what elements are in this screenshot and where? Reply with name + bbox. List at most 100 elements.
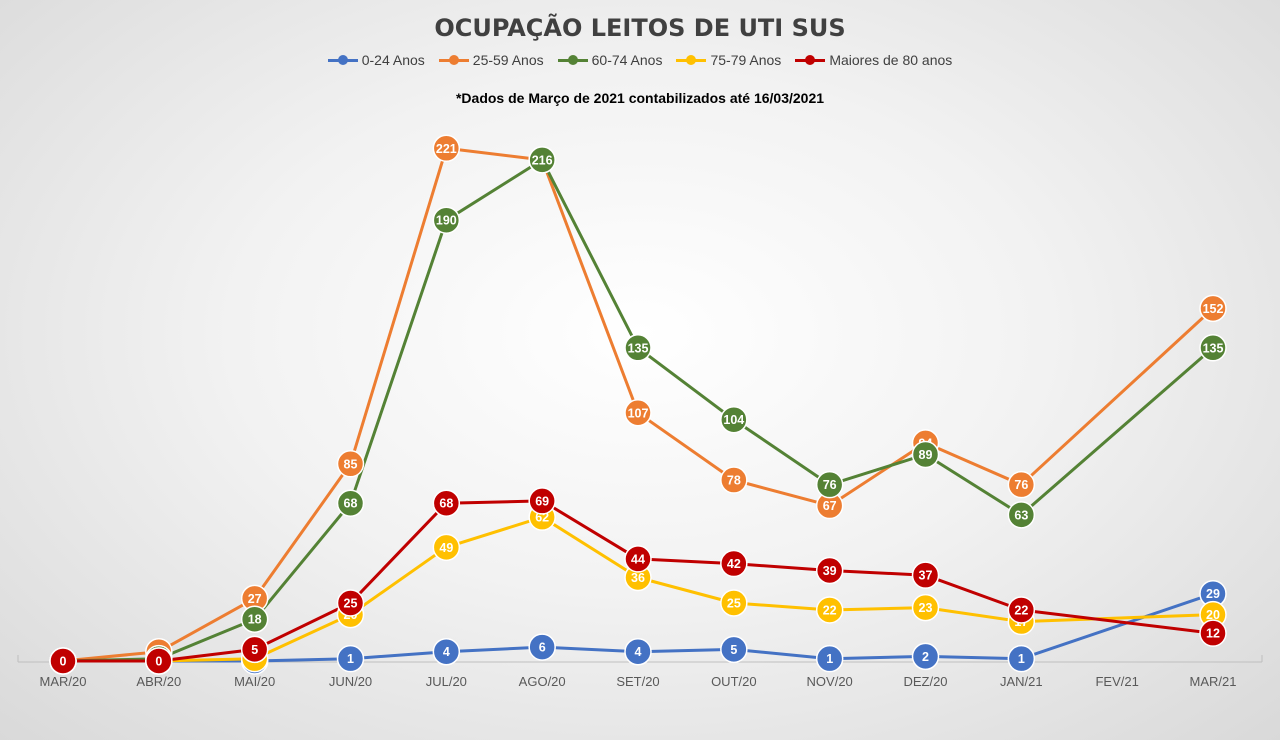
data-label: 68 bbox=[344, 497, 358, 511]
data-point bbox=[720, 549, 748, 578]
data-point bbox=[624, 637, 652, 666]
data-label: 39 bbox=[823, 564, 837, 578]
data-point bbox=[432, 489, 461, 517]
data-point bbox=[432, 206, 461, 234]
legend-item: 60-74 Anos bbox=[557, 52, 663, 68]
data-point bbox=[1199, 619, 1227, 647]
x-tick-label: JUL/20 bbox=[426, 674, 467, 689]
data-label: 37 bbox=[919, 569, 933, 583]
data-label: 216 bbox=[532, 153, 553, 167]
data-point bbox=[145, 647, 173, 675]
legend-label: Maiores de 80 anos bbox=[829, 52, 953, 68]
data-point bbox=[240, 635, 269, 664]
legend-item: 75-79 Anos bbox=[676, 52, 781, 68]
data-point bbox=[815, 596, 844, 624]
data-label: 4 bbox=[443, 645, 450, 659]
data-point bbox=[1007, 596, 1036, 624]
legend-label: 75-79 Anos bbox=[710, 52, 782, 68]
data-label: 104 bbox=[723, 413, 744, 427]
legend-swatch bbox=[438, 54, 469, 66]
series-line bbox=[61, 158, 1215, 663]
data-label: 5 bbox=[251, 643, 258, 657]
data-label: 42 bbox=[727, 557, 741, 571]
data-label: 67 bbox=[823, 499, 837, 513]
data-label: 89 bbox=[919, 448, 933, 462]
data-point bbox=[1007, 644, 1036, 673]
data-label: 44 bbox=[631, 552, 645, 566]
data-label: 23 bbox=[919, 601, 933, 615]
x-tick-label: ABR/20 bbox=[136, 674, 181, 689]
x-tick-label: NOV/20 bbox=[807, 674, 853, 689]
data-label: 78 bbox=[727, 474, 741, 488]
data-label: 0 bbox=[155, 655, 162, 669]
data-label: 36 bbox=[631, 571, 645, 585]
series-line bbox=[61, 515, 1215, 663]
data-point bbox=[911, 593, 940, 622]
legend: 0-24 Anos 25-59 Anos 60-74 Anos 75-79 Anos M… bbox=[0, 52, 1280, 68]
data-label: 25 bbox=[344, 597, 358, 611]
data-point bbox=[432, 637, 461, 666]
data-point bbox=[911, 642, 940, 671]
x-tick-label: JAN/21 bbox=[1000, 674, 1043, 689]
data-point bbox=[720, 589, 748, 617]
data-point bbox=[815, 470, 844, 499]
x-tick-label: SET/20 bbox=[616, 674, 659, 689]
data-label: 221 bbox=[436, 142, 457, 156]
data-label: 1 bbox=[826, 652, 833, 666]
data-label: 29 bbox=[1206, 587, 1220, 601]
data-label: 107 bbox=[628, 406, 649, 420]
data-label: 0 bbox=[60, 655, 67, 669]
data-label: 135 bbox=[1203, 341, 1224, 355]
data-point bbox=[815, 556, 844, 585]
data-label: 63 bbox=[1014, 508, 1028, 522]
data-label: 152 bbox=[1203, 302, 1224, 316]
data-label: 76 bbox=[1014, 478, 1028, 492]
data-point bbox=[815, 644, 844, 673]
data-label: 2 bbox=[922, 650, 929, 664]
legend-swatch bbox=[327, 54, 358, 66]
x-tick-label: FEV/21 bbox=[1095, 674, 1138, 689]
chart-title: OCUPAÇÃO LEITOS DE UTI SUS bbox=[434, 14, 846, 42]
data-label: 49 bbox=[439, 541, 453, 555]
data-label: 190 bbox=[436, 214, 457, 228]
x-tick-label: MAR/20 bbox=[40, 674, 87, 689]
legend-label: 60-74 Anos bbox=[591, 52, 663, 68]
data-point bbox=[336, 450, 365, 478]
data-label: 20 bbox=[1206, 608, 1220, 622]
x-tick-label: AGO/20 bbox=[519, 674, 566, 689]
data-point bbox=[911, 561, 940, 589]
data-label: 4 bbox=[635, 645, 642, 659]
data-label: 1 bbox=[347, 652, 354, 666]
data-point bbox=[1199, 334, 1227, 362]
data-label: 22 bbox=[823, 603, 837, 617]
data-point bbox=[336, 489, 365, 517]
x-tick-label: DEZ/20 bbox=[903, 674, 947, 689]
data-label: 6 bbox=[539, 641, 546, 655]
data-point bbox=[528, 487, 556, 515]
data-label: 76 bbox=[823, 478, 837, 492]
data-point bbox=[1007, 470, 1036, 499]
legend-swatch bbox=[795, 54, 826, 66]
legend-item: 25-59 Anos bbox=[438, 52, 544, 68]
data-label: 12 bbox=[1206, 627, 1220, 641]
legend-item: 0-24 Anos bbox=[327, 52, 425, 68]
x-tick-label: JUN/20 bbox=[329, 674, 372, 689]
data-label: 1 bbox=[1018, 652, 1025, 666]
data-point bbox=[49, 647, 77, 675]
data-label: 5 bbox=[730, 643, 737, 657]
data-label: 25 bbox=[727, 597, 741, 611]
data-label: 135 bbox=[628, 341, 649, 355]
legend-swatch bbox=[676, 54, 707, 66]
data-point bbox=[528, 146, 556, 174]
data-point bbox=[336, 589, 365, 617]
data-point bbox=[432, 533, 461, 562]
data-point bbox=[624, 334, 652, 362]
legend-label: 25-59 Anos bbox=[472, 52, 544, 68]
data-point bbox=[240, 605, 269, 633]
data-label: 27 bbox=[248, 592, 262, 606]
x-tick-label: MAR/21 bbox=[1190, 674, 1237, 689]
data-label: 69 bbox=[535, 494, 549, 508]
chart-subtitle: *Dados de Março de 2021 contabilizados a… bbox=[455, 90, 825, 106]
x-tick-label: OUT/20 bbox=[711, 674, 757, 689]
